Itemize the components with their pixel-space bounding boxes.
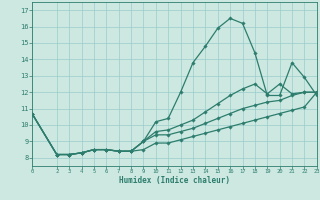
X-axis label: Humidex (Indice chaleur): Humidex (Indice chaleur) xyxy=(119,176,230,185)
